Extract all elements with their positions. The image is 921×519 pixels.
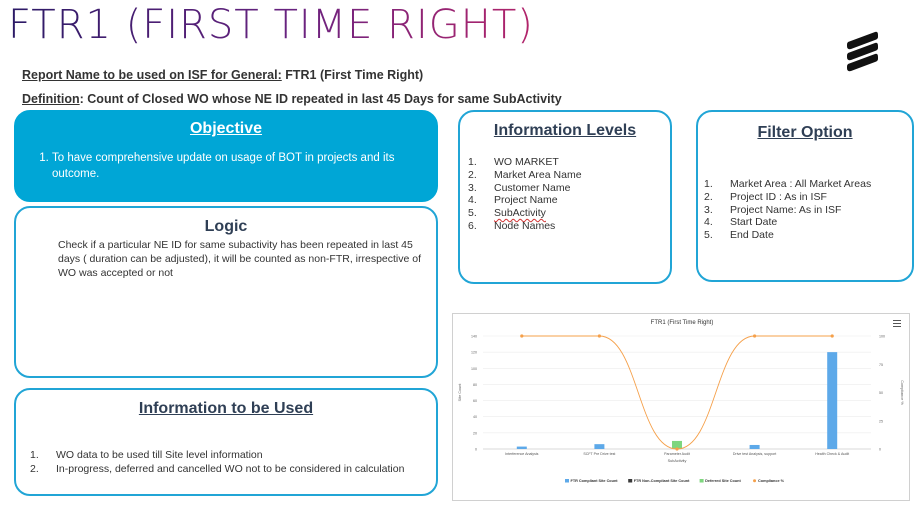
compliance-point bbox=[675, 447, 679, 451]
y-tick-label-left: 20 bbox=[473, 431, 477, 435]
definition-line: Definition: Count of Closed WO whose NE … bbox=[22, 92, 562, 106]
y-tick-label-right: 100 bbox=[879, 335, 885, 339]
x-tick-label: Interference Analysis bbox=[505, 452, 539, 456]
chart-bar bbox=[672, 440, 682, 449]
information-to-be-used-panel: Information to be Used 1. WO data to be u… bbox=[14, 388, 438, 496]
page-title: FTR1 (FIRST TIME RIGHT) bbox=[8, 2, 534, 48]
legend-label: Deferred Site Count bbox=[705, 479, 741, 483]
chart-svg: FTR1 (First Time Right) 0 20 40 60 80 100 120 14… bbox=[458, 320, 904, 483]
y-axis-label-right: Compliance % bbox=[900, 380, 904, 405]
definition-label: Definition bbox=[22, 92, 80, 106]
chart-bar bbox=[516, 446, 527, 449]
information-to-be-used-title: Information to be Used bbox=[138, 400, 314, 417]
objective-title: Objective bbox=[189, 120, 263, 137]
logic-panel: Logic Check if a particular NE ID for sa… bbox=[14, 206, 438, 378]
report-name-label: Report Name to be used on ISF for Genera… bbox=[22, 68, 282, 82]
objective-list: To have comprehensive update on usage of… bbox=[38, 150, 418, 182]
filter-option-list: 1. Market Area : All Market Areas 2. Proje… bbox=[704, 178, 871, 242]
y-tick-label-left: 80 bbox=[473, 383, 477, 387]
y-tick-label-left: 120 bbox=[471, 351, 477, 355]
objective-panel: Objective To have comprehensive update o… bbox=[14, 110, 438, 202]
y-tick-label-left: 100 bbox=[471, 367, 477, 371]
y-tick-label-left: 140 bbox=[471, 335, 477, 339]
x-axis-label: SubActivity bbox=[668, 459, 687, 463]
list-item: 2. Project ID : As in ISF bbox=[704, 190, 827, 203]
information-to-be-used-list: 1. WO data to be used till Site level inf… bbox=[30, 448, 435, 476]
compliance-point bbox=[753, 334, 757, 338]
list-item: 1. Market Area : All Market Areas bbox=[704, 178, 872, 190]
y-tick-label-right: 75 bbox=[879, 363, 883, 367]
compliance-point bbox=[597, 334, 601, 338]
legend-label: FTR Non-Compliant Site Count bbox=[634, 479, 690, 483]
filter-option-title: Filter Option bbox=[757, 124, 853, 141]
legend-marker bbox=[565, 479, 569, 483]
x-tick-label: Parameter Audit bbox=[664, 452, 690, 456]
list-item: 2. In-progress, deferred and cancelled WO… bbox=[30, 463, 405, 475]
ftr-chart: FTR1 (First Time Right) 0 20 40 60 80 100 120 14… bbox=[452, 313, 910, 501]
legend-marker bbox=[628, 479, 633, 483]
compliance-point bbox=[520, 334, 524, 338]
y-tick-label-right: 50 bbox=[879, 391, 883, 395]
y-axis-label-left: Site Count bbox=[458, 383, 462, 402]
list-item: 2. Market Area Name bbox=[468, 168, 582, 181]
x-tick-label: Drive test Analysis, support bbox=[733, 452, 776, 456]
legend-marker bbox=[699, 479, 704, 483]
report-name-value: FTR1 (First Time Right) bbox=[285, 68, 424, 82]
compliance-point bbox=[830, 334, 834, 338]
list-item: To have comprehensive update on usage of… bbox=[52, 150, 418, 182]
filter-option-panel: Filter Option 1. Market Area : All Market… bbox=[696, 110, 914, 282]
chart-title: FTR1 (First Time Right) bbox=[651, 320, 714, 326]
list-item: 3. Project Name: As in ISF bbox=[704, 203, 842, 216]
hamburger-menu-icon[interactable] bbox=[893, 320, 901, 327]
logic-text: Check if a particular NE ID for same sub… bbox=[58, 239, 422, 279]
report-name-line: Report Name to be used on ISF for Genera… bbox=[22, 68, 423, 82]
y-tick-label-right: 25 bbox=[879, 419, 883, 423]
list-item: 4. Project Name bbox=[468, 194, 558, 207]
x-tick-label: SCFT Pre Drive test bbox=[583, 452, 615, 456]
information-levels-panel: Information Levels 1. WO MARKET 2. Market … bbox=[458, 110, 672, 284]
list-item: 4. Start Date bbox=[704, 216, 778, 229]
compliance-line bbox=[521, 335, 833, 450]
definition-value: : Count of Closed WO whose NE ID repeate… bbox=[79, 92, 562, 106]
chart-bar bbox=[827, 352, 838, 449]
chart-bar bbox=[594, 444, 605, 449]
logic-title: Logic bbox=[204, 218, 248, 235]
list-item: 5. SubActivity bbox=[468, 207, 546, 220]
list-item: 5. End Date bbox=[704, 229, 774, 242]
y-tick-label-left: 40 bbox=[473, 415, 477, 419]
list-item: 1. WO MARKET bbox=[468, 156, 559, 168]
legend-label: Compliance % bbox=[758, 479, 785, 483]
chart-bar bbox=[749, 444, 760, 449]
y-tick-label-right: 0 bbox=[879, 448, 881, 452]
y-tick-label-left: 60 bbox=[473, 399, 477, 403]
list-item: 6. Node Names bbox=[468, 219, 556, 232]
x-tick-label: Health Check & Audit bbox=[815, 452, 849, 456]
legend-marker bbox=[753, 479, 757, 483]
ericsson-logo bbox=[847, 31, 878, 72]
legend-label: FTR Compliant Site Count bbox=[571, 479, 619, 483]
information-levels-list: 1. WO MARKET 2. Market Area Name 3. Custome… bbox=[468, 156, 582, 233]
y-tick-label-left: 0 bbox=[475, 448, 477, 452]
information-levels-title: Information Levels bbox=[493, 122, 637, 139]
list-item: 3. Customer Name bbox=[468, 181, 571, 194]
list-item: 1. WO data to be used till Site level inf… bbox=[30, 449, 263, 461]
